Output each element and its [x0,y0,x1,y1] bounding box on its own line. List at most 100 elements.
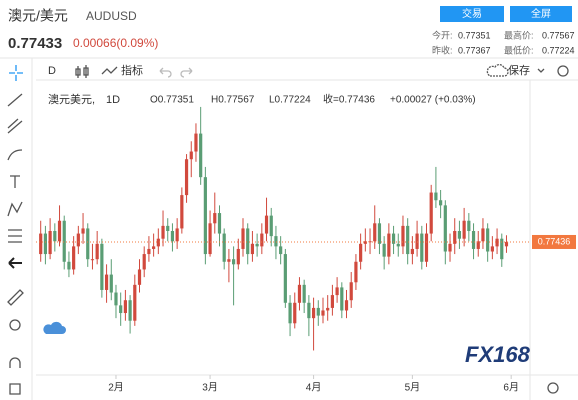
pattern-tool[interactable] [7,201,23,217]
change: 0.00066(0.09%) [73,36,158,50]
candle-body [199,133,203,178]
back-tool[interactable] [8,257,22,269]
legend-change: +0.00027 (+0.03%) [390,95,476,106]
x-tick-label: 6月 [503,382,519,394]
candle-body [255,243,259,247]
candle-body [62,220,66,262]
stat-label: 最低价: [504,44,534,55]
candle-body [471,231,476,249]
candle-body [279,246,283,255]
candle-body [180,195,184,229]
cloud-save-icon[interactable] [486,63,509,77]
candle-body [439,200,443,206]
candle-body [330,295,334,308]
candle-body [260,233,264,247]
legend-low: L0.77224 [269,95,311,106]
redo-icon[interactable] [180,67,193,78]
candle-body [283,254,287,303]
stat-value: 0.77367 [458,45,491,55]
ruler-tool[interactable] [7,289,24,306]
candle-body [354,261,358,283]
candle-body [462,220,466,239]
zoom-tool[interactable] [9,319,21,331]
undo-icon[interactable] [159,67,172,78]
candle-body [48,231,52,255]
text-tool[interactable] [10,175,20,188]
x-tick-label: 3月 [202,382,218,394]
weather-badge[interactable] [43,321,66,334]
candle-body [401,225,405,247]
candle-body [443,205,447,252]
candle-body [175,228,179,242]
fullscreen-button[interactable] [510,6,572,22]
candle-body [203,177,207,255]
candle-body [236,248,240,265]
brush-tool[interactable] [7,149,23,161]
candle-body [114,292,118,306]
legend-close: 收=0.77436 [323,93,375,106]
candle-body [500,238,504,260]
candle-body [90,259,95,261]
save-button[interactable]: 保存 [508,63,530,77]
indicator-icon[interactable] [101,66,118,75]
candle-body [100,243,104,290]
candle-body [95,243,99,260]
candle-body [335,287,339,296]
legend-open: O0.77351 [150,95,194,106]
price-label-box [532,234,576,249]
candle-type-icon[interactable] [75,65,89,78]
candle-body [293,302,297,324]
trade-label[interactable]: 交易 [462,7,482,20]
candle-body [170,231,175,242]
candle-body [486,228,490,252]
indicators-button[interactable]: 指标 [121,63,143,77]
candle-body [349,282,353,301]
legend-symbol: 澳元美元, [48,93,95,106]
candle-body [434,192,438,201]
candle-body [208,223,212,255]
candle-body [128,300,132,321]
candle-body [311,307,316,319]
line-tool[interactable] [7,93,23,107]
sidebar [7,58,33,400]
stat-value: 0.77567 [542,30,575,40]
price-label: 0.77436 [538,236,571,246]
channel-tool[interactable] [7,118,23,134]
crosshair-icon[interactable] [9,65,23,81]
candle-body [340,287,344,311]
interval-button[interactable]: D [48,65,56,77]
save-menu[interactable] [537,68,545,73]
magnet-tool[interactable] [9,357,21,368]
candle-body [321,310,325,316]
candle-body [104,274,109,290]
fullscreen-label[interactable]: 全屏 [531,7,551,20]
candle-body [86,228,90,260]
legend-high: H0.77567 [211,95,255,106]
settings-icon[interactable] [557,65,569,77]
candle-body [189,151,193,160]
candle-body [420,233,424,262]
candle-body [81,228,85,234]
candle-body [161,225,165,239]
candle-body [377,223,382,244]
price: 0.77433 [8,35,62,52]
candle-body [53,231,57,242]
candle-body [166,225,170,231]
candle-body [246,228,250,255]
candle-body [481,228,485,242]
candle-body [490,246,494,252]
axis-settings-icon[interactable] [547,382,559,394]
candle-body [222,233,226,262]
candle-body [424,233,429,262]
candle-body [269,215,273,237]
candle-body [406,225,410,255]
trade-button[interactable] [440,6,504,22]
watermark: FX168 [465,342,531,367]
fib-tool[interactable] [8,229,22,243]
x-tick-label: 5月 [405,382,421,394]
candle-body [250,243,255,255]
candle-body [396,243,400,247]
lock-tool[interactable] [9,383,21,395]
candle-body [316,307,320,316]
